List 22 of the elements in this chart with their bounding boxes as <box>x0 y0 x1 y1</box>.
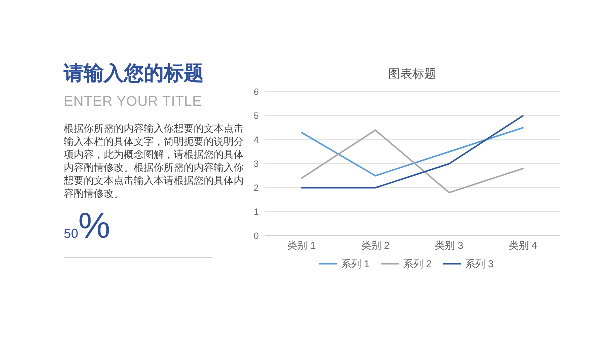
legend-label: 系列 2 <box>404 258 432 270</box>
line-series <box>301 127 524 177</box>
x-tick-label: 类别 1 <box>288 240 316 252</box>
y-tick-label: 3 <box>254 159 259 169</box>
legend-label: 系列 3 <box>466 258 494 270</box>
x-tick-label: 类别 4 <box>508 240 538 252</box>
y-tick-label: 4 <box>254 135 259 145</box>
y-tick-label: 6 <box>254 87 259 97</box>
y-tick-label: 0 <box>254 231 259 241</box>
text: 50 <box>64 226 78 241</box>
legend-label: 系列 1 <box>342 258 370 270</box>
text: % <box>78 205 110 246</box>
y-tick-label: 2 <box>254 183 259 193</box>
text: 请输入您的标题 <box>64 62 205 87</box>
line-series <box>301 130 524 194</box>
x-tick-label: 类别 3 <box>435 240 464 252</box>
y-tick-label: 5 <box>254 111 259 121</box>
x-tick-label: 类别 2 <box>361 240 390 252</box>
text: 根据你所需的内容输入你想要的文本点击输入本栏的具体文字，简明扼要的说明分项内容，此为概念图解，请根据您的具体内容酌情修改。根据你所需的内容输入你想要的文本点击输入本请根据您的具体内容酌情修改。 <box>64 123 245 201</box>
text: ENTER YOUR TITLE <box>64 93 204 109</box>
y-tick-label: 1 <box>254 207 259 217</box>
chart-title: 图表标题 <box>388 67 436 81</box>
